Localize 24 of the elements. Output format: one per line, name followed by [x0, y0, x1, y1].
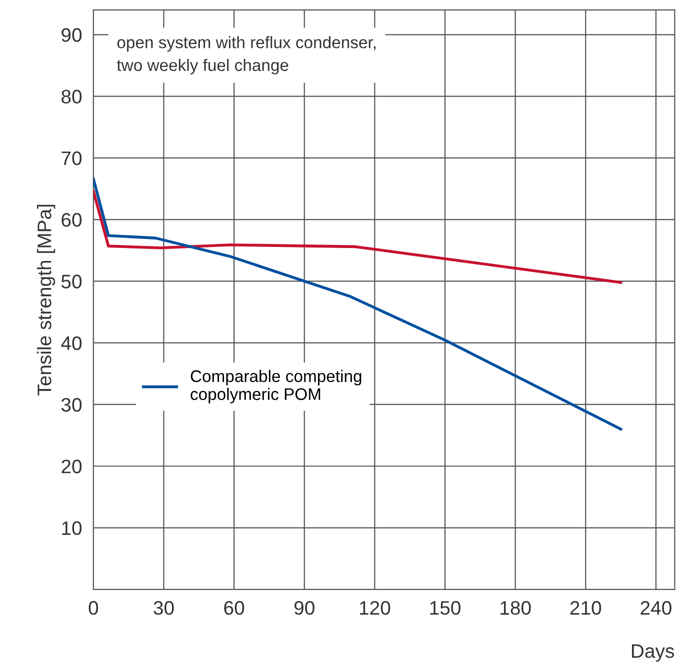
- legend-label: Comparable competing copolymeric POM: [190, 370, 362, 404]
- x-tick-label: 240: [640, 601, 672, 615]
- line-series: [93, 190, 622, 284]
- x-tick-label: 210: [570, 601, 602, 615]
- y-tick-label: 10: [62, 521, 82, 536]
- y-tick-label: 30: [61, 398, 82, 412]
- y-tick-label: 20: [62, 460, 82, 474]
- y-tick-label: 80: [62, 90, 82, 104]
- x-tick-label: 180: [500, 601, 531, 615]
- x-tick-label: 0: [88, 601, 98, 615]
- x-tick-label: 150: [430, 601, 460, 615]
- y-axis-title: Tensile strength [MPa]: [37, 204, 56, 396]
- annotation: open system with reflux condenser, two weekly fuel change: [116, 36, 376, 74]
- line-series: [93, 177, 622, 431]
- y-tick-label: 90: [62, 28, 82, 42]
- x-tick-label: 60: [224, 601, 244, 615]
- y-tick-label: 40: [61, 336, 82, 350]
- y-tick-label: 50: [61, 274, 82, 288]
- x-tick-label: 120: [360, 601, 390, 615]
- x-tick-label: 30: [154, 601, 174, 615]
- y-tick-label: 60: [62, 213, 82, 227]
- x-axis-title: Days: [632, 644, 674, 662]
- x-tick-label: 90: [294, 601, 314, 615]
- y-tick-label: 70: [62, 151, 82, 166]
